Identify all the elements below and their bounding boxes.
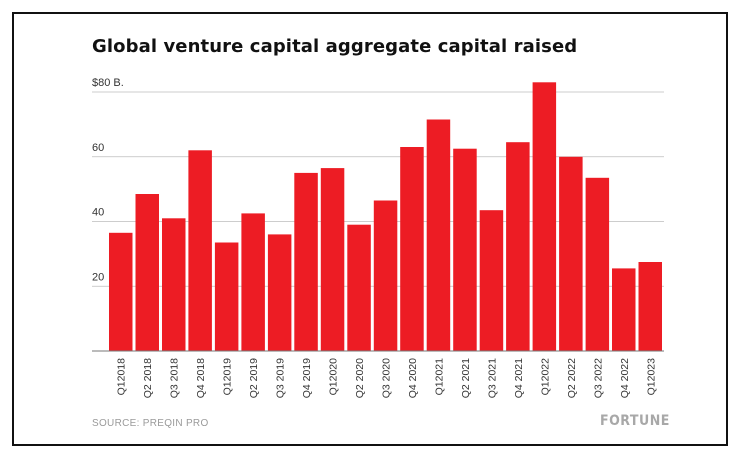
x-tick-label: Q3 2020 (381, 358, 393, 398)
bar (267, 234, 292, 351)
x-tick-label: Q4 2019 (301, 358, 313, 398)
x-tick-label: Q12022 (539, 358, 551, 396)
bar (135, 194, 159, 351)
bar (426, 119, 451, 351)
bar (214, 242, 239, 351)
y-tick-label: $80 B. (92, 77, 124, 89)
x-tick-label: Q2 2021 (460, 358, 472, 398)
x-tick-label: Q2 2020 (354, 358, 366, 398)
bar (559, 156, 583, 352)
bar (532, 82, 557, 352)
bars (109, 82, 662, 352)
y-tick-labels: 20 40 60 $80 B. (92, 77, 124, 283)
y-tick-label: 20 (92, 271, 104, 283)
x-tick-label: Q3 2019 (275, 358, 287, 398)
y-tick-label: 40 (92, 207, 104, 219)
bar (320, 168, 345, 351)
y-tick-label: 60 (92, 142, 104, 154)
x-tick-label: Q3 2022 (592, 358, 604, 398)
x-tick-label: Q12019 (222, 358, 234, 396)
bar (612, 268, 636, 351)
x-tick-labels: Q12018 Q2 2018 Q3 2018 Q4 2018 Q12019 Q2 2019… (116, 358, 658, 398)
bar (479, 210, 504, 351)
source-note: SOURCE: PREQIN PRO (92, 418, 209, 429)
fortune-logo: FORTUNE (600, 413, 670, 429)
chart-title: Global venture capital aggregate capital… (92, 36, 578, 57)
bar (400, 147, 424, 351)
bar (162, 218, 186, 351)
x-tick-label: Q2 2018 (142, 358, 154, 398)
bar (373, 200, 398, 351)
x-tick-label: Q4 2018 (195, 358, 207, 398)
bar (453, 148, 477, 351)
bar (241, 213, 265, 351)
x-tick-label: Q12023 (645, 358, 657, 396)
bar (585, 177, 610, 351)
bar (188, 150, 212, 351)
x-tick-label: Q12018 (116, 358, 128, 396)
x-tick-label: Q2 2022 (566, 358, 578, 398)
x-tick-label: Q12021 (433, 358, 445, 396)
x-tick-label: Q4 2022 (619, 358, 631, 398)
bar (347, 224, 371, 351)
bar (109, 232, 133, 351)
x-tick-label: Q12020 (328, 358, 340, 396)
bar (638, 262, 662, 351)
x-tick-label: Q3 2018 (169, 358, 181, 398)
x-tick-label: Q4 2021 (513, 358, 525, 398)
x-tick-label: Q4 2020 (407, 358, 419, 398)
bar (506, 142, 530, 351)
x-tick-label: Q2 2019 (248, 358, 260, 398)
bar (294, 172, 318, 351)
x-tick-label: Q3 2021 (486, 358, 498, 398)
